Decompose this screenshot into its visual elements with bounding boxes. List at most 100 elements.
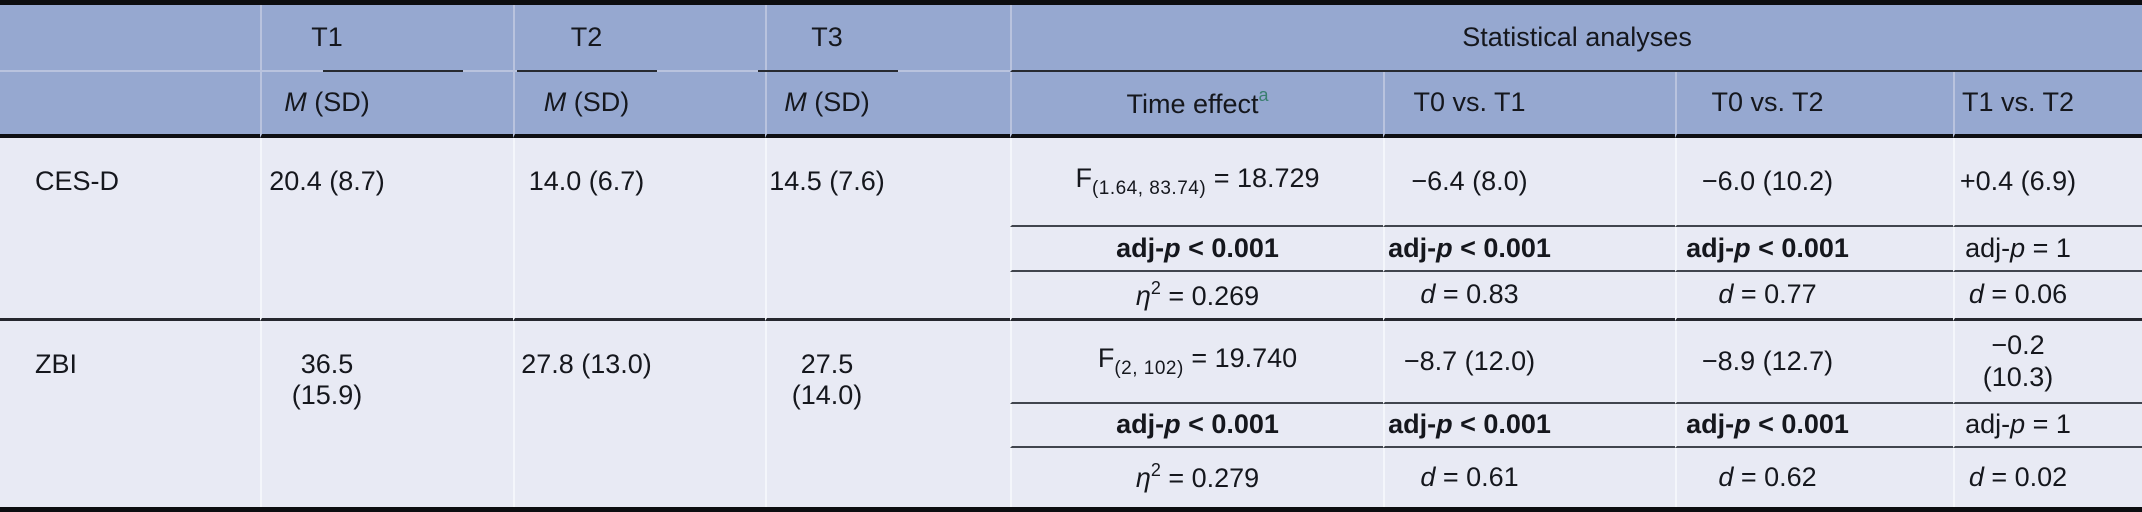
corner-cell xyxy=(0,5,260,72)
subheader-msd-t2: M (SD) xyxy=(513,72,765,138)
row-cesd-main: CES-D 20.4 (8.7) 14.0 (6.7) 14.5 (7.6) F… xyxy=(0,138,2142,321)
header-t2: T2 xyxy=(513,5,765,72)
zbi-cohend-t1t2: d = 0.02 xyxy=(1953,448,2142,507)
cesd-cohend-t0t2: d = 0.77 xyxy=(1675,272,1953,321)
cesd-diff-t0t1: −6.4 (8.0) xyxy=(1383,138,1675,227)
adj-prefix: adj- xyxy=(1388,409,1437,440)
cesd-adjp-t0t2: adj-p < 0.001 xyxy=(1675,227,1953,272)
adj-prefix: adj- xyxy=(1116,409,1165,440)
cesd-mean-t2: 14.0 (6.7) xyxy=(513,138,765,321)
d-value: = 0.02 xyxy=(1983,461,2068,492)
f-df-subscript: (2, 102) xyxy=(1114,358,1184,380)
eta-symbol: η xyxy=(1135,280,1151,311)
zbi-cohend-t0t1: d = 0.61 xyxy=(1383,448,1675,507)
d-symbol: d xyxy=(1718,279,1734,310)
subheader-msd-t3: M (SD) xyxy=(765,72,1010,138)
cesd-eta-squared: η2 = 0.269 xyxy=(1010,272,1383,321)
p-symbol: p xyxy=(1164,409,1181,440)
header-t1-label: T1 xyxy=(311,21,343,52)
d-value: = 0.06 xyxy=(1983,279,2068,310)
row-label-zbi: ZBI xyxy=(0,321,260,507)
adj-value: < 0.001 xyxy=(1180,409,1279,440)
cesd-cohend-t0t1: d = 0.83 xyxy=(1383,272,1675,321)
zbi-mean-t1: 36.5 (15.9) xyxy=(260,321,513,507)
row-cesd-adjp: adj-p < 0.001 adj-p < 0.001 adj-p < 0.00… xyxy=(0,227,2142,272)
p-symbol: p xyxy=(2010,409,2026,440)
p-symbol: p xyxy=(1734,232,1751,263)
adj-value: < 0.001 xyxy=(1750,409,1849,440)
zbi-cohend-t0t2: d = 0.62 xyxy=(1675,448,1953,507)
p-symbol: p xyxy=(1734,409,1751,440)
header-t3-label: T3 xyxy=(811,21,843,52)
t2-underline xyxy=(517,70,657,72)
zbi-diff-t0t1: −8.7 (12.0) xyxy=(1383,321,1675,404)
adj-prefix: adj- xyxy=(1686,232,1735,263)
header-t2-label: T2 xyxy=(570,21,603,52)
adj-value: < 0.001 xyxy=(1452,409,1551,440)
f-value: = 18.729 xyxy=(1206,163,1320,194)
adj-value: < 0.001 xyxy=(1452,232,1551,263)
header-t1: T1 xyxy=(260,5,513,72)
zbi-diff-t1t2: −0.2 (10.3) xyxy=(1953,321,2142,404)
adj-prefix: adj- xyxy=(1965,409,2011,440)
d-value: = 0.62 xyxy=(1733,461,1817,492)
cesd-adjp-t1t2: adj-p = 1 xyxy=(1953,227,2142,272)
adj-value: < 0.001 xyxy=(1750,232,1849,263)
subheader-msd-t1: M (SD) xyxy=(260,72,513,138)
time-effect-label: Time effect xyxy=(1126,89,1259,120)
zbi-f-statistic: F(2, 102) = 19.740 xyxy=(1010,321,1383,404)
p-symbol: p xyxy=(1436,409,1453,440)
cesd-adjp-time: adj-p < 0.001 xyxy=(1010,227,1383,272)
p-symbol: p xyxy=(1436,232,1453,263)
subheader-time-effect: Time effecta xyxy=(1010,72,1383,138)
d-value: = 0.77 xyxy=(1733,279,1817,310)
sd-label: (SD) xyxy=(806,87,870,118)
cesd-adjp-t0t1: adj-p < 0.001 xyxy=(1383,227,1675,272)
adj-prefix: adj- xyxy=(1686,409,1735,440)
table-header: T1 T2 T3 Statistical analyses M (SD) xyxy=(0,5,2142,138)
d-symbol: d xyxy=(1968,279,1984,310)
zbi-mean-t2: 27.8 (13.0) xyxy=(513,321,765,507)
d-symbol: d xyxy=(1718,461,1734,492)
row-zbi-main: ZBI 36.5 (15.9) 27.8 (13.0) 27.5 (14.0) … xyxy=(0,321,2142,507)
p-symbol: p xyxy=(2010,232,2026,263)
eta-value: = 0.279 xyxy=(1160,463,1260,494)
cesd-f-statistic: F(1.64, 83.74) = 18.729 xyxy=(1010,138,1383,227)
eta-exponent: 2 xyxy=(1150,460,1161,481)
d-symbol: d xyxy=(1420,461,1436,492)
row-cesd-effectsize: η2 = 0.269 d = 0.83 d = 0.77 d = 0.06 xyxy=(0,272,2142,321)
f-symbol: F xyxy=(1075,163,1092,194)
adj-prefix: adj- xyxy=(1116,232,1165,263)
d-value: = 0.61 xyxy=(1435,461,1519,492)
subheader-t1-vs-t2: T1 vs. T2 xyxy=(1953,72,2142,138)
m-label: M xyxy=(284,87,307,118)
f-df-subscript: (1.64, 83.74) xyxy=(1091,178,1207,200)
cesd-diff-t1t2: +0.4 (6.9) xyxy=(1953,138,2142,227)
cesd-mean-t3: 14.5 (7.6) xyxy=(765,138,1010,321)
d-symbol: d xyxy=(1968,461,1984,492)
zbi-diff-t0t2: −8.9 (12.7) xyxy=(1675,321,1953,404)
zbi-mean-t3: 27.5 (14.0) xyxy=(765,321,1010,507)
t1-underline xyxy=(322,70,463,72)
d-value: = 0.83 xyxy=(1435,279,1519,310)
d-symbol: d xyxy=(1420,279,1436,310)
row-zbi-adjp: adj-p < 0.001 adj-p < 0.001 adj-p < 0.00… xyxy=(0,404,2142,448)
m-label: M xyxy=(784,87,807,118)
t3-underline xyxy=(757,70,898,72)
eta-exponent: 2 xyxy=(1150,277,1161,298)
cesd-cohend-t1t2: d = 0.06 xyxy=(1953,272,2142,321)
table-body: CES-D 20.4 (8.7) 14.0 (6.7) 14.5 (7.6) F… xyxy=(0,138,2142,507)
footnote-a-marker: a xyxy=(1258,85,1269,106)
zbi-adjp-time: adj-p < 0.001 xyxy=(1010,404,1383,448)
f-symbol: F xyxy=(1097,343,1115,374)
p-symbol: p xyxy=(1164,232,1181,263)
adj-value: = 1 xyxy=(2025,232,2071,263)
row-zbi-effectsize: η2 = 0.279 d = 0.61 d = 0.62 d = 0.02 xyxy=(0,448,2142,507)
eta-symbol: η xyxy=(1135,463,1151,494)
eta-value: = 0.269 xyxy=(1160,280,1260,311)
header-statistical-analyses: Statistical analyses xyxy=(1010,5,2142,72)
adj-value: < 0.001 xyxy=(1180,232,1279,263)
zbi-eta-squared: η2 = 0.279 xyxy=(1010,448,1383,507)
